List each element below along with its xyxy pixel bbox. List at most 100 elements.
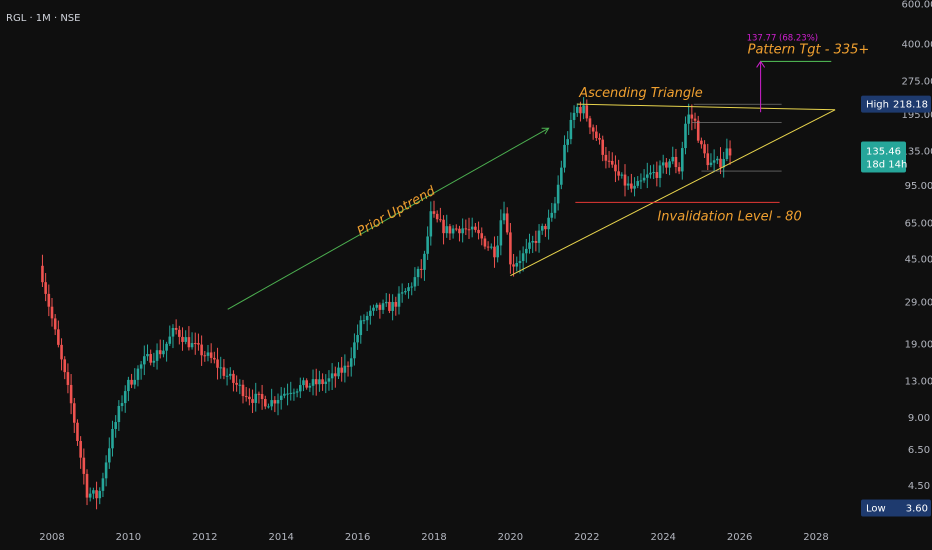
- candle-body: [267, 406, 270, 408]
- candle-body: [534, 240, 538, 243]
- candle-body: [235, 382, 238, 385]
- candle-body: [63, 359, 67, 373]
- candle-body: [400, 292, 404, 294]
- candle-body: [623, 174, 627, 186]
- candle-body: [197, 343, 200, 345]
- candle-body: [283, 393, 286, 396]
- y-tick-label: 9.00: [908, 413, 930, 424]
- y-tick-label: 95.00: [905, 181, 932, 192]
- candle-body: [263, 399, 267, 407]
- candle-body: [515, 263, 519, 267]
- candle-body: [655, 172, 659, 178]
- candle-body: [311, 379, 315, 386]
- candle-body: [152, 360, 156, 363]
- candle-body: [493, 246, 496, 258]
- candle-body: [502, 213, 506, 221]
- candle-body: [728, 148, 732, 156]
- candle-body: [470, 226, 474, 230]
- candle-body: [260, 394, 264, 400]
- candle-body: [299, 385, 302, 392]
- x-tick-label: 2026: [727, 532, 752, 543]
- candle-body: [496, 245, 499, 258]
- x-tick-label: 2024: [650, 532, 675, 543]
- candle-body: [394, 302, 398, 307]
- prior-uptrend-arrowhead: [541, 127, 550, 135]
- candle-body: [531, 240, 534, 243]
- candle-body: [146, 354, 149, 357]
- candle-body: [104, 462, 108, 479]
- candle-body: [610, 160, 614, 165]
- candle-body: [206, 352, 210, 356]
- x-tick-label: 2012: [192, 532, 217, 543]
- candle-body: [665, 162, 668, 168]
- candle-body: [474, 226, 477, 230]
- candle-body: [193, 343, 197, 345]
- candle-body: [607, 160, 611, 162]
- candle-body: [658, 165, 662, 178]
- candle-body: [85, 473, 89, 498]
- prior-uptrend-arrow: [227, 127, 549, 310]
- y-tick-label: 65.00: [905, 218, 932, 229]
- candle-body: [95, 490, 98, 499]
- candle-body: [120, 403, 124, 406]
- candle-body: [467, 229, 471, 231]
- candle-body: [318, 379, 321, 385]
- x-tick-label: 2022: [574, 532, 599, 543]
- candle-body: [588, 118, 592, 128]
- candle-body: [423, 253, 426, 270]
- candle-body: [289, 392, 293, 394]
- candle-body: [200, 344, 203, 356]
- candle-body: [101, 478, 105, 491]
- low-label: Low: [866, 504, 886, 515]
- candle-body: [645, 174, 649, 178]
- candle-body: [569, 119, 573, 140]
- y-tick-label: 13.00: [905, 377, 932, 388]
- candle-body: [712, 160, 716, 163]
- candle-body: [429, 211, 433, 237]
- candle-body: [139, 364, 143, 369]
- triangle-upper-line: [577, 103, 836, 111]
- candle-body: [439, 219, 442, 221]
- candle-body: [719, 158, 722, 168]
- candle-body: [690, 114, 694, 119]
- candle-body: [219, 367, 223, 369]
- candle-body: [324, 381, 328, 385]
- candle-body: [327, 378, 331, 382]
- candle-body: [273, 400, 277, 404]
- candle-body: [241, 384, 245, 397]
- candle-body: [276, 399, 280, 404]
- candle-body: [321, 379, 324, 385]
- candle-body: [454, 228, 458, 230]
- candle-body: [130, 379, 133, 385]
- x-tick-label: 2018: [421, 532, 446, 543]
- candle-body: [209, 352, 213, 358]
- y-tick-label: 195.00: [902, 110, 932, 121]
- candle-body: [388, 301, 391, 311]
- y-tick-label: 400.00: [902, 40, 932, 51]
- candle-body: [617, 171, 620, 176]
- candle-body: [572, 112, 576, 120]
- x-tick-label: 2028: [803, 532, 828, 543]
- candle-body: [353, 342, 356, 359]
- candle-body: [668, 161, 671, 168]
- candle-body: [184, 337, 187, 342]
- candle-body: [696, 120, 700, 141]
- candle-body: [149, 354, 152, 363]
- x-tick-label: 2008: [39, 532, 64, 543]
- invalidation-label: Invalidation Level - 80: [657, 209, 801, 224]
- candle-body: [168, 336, 172, 344]
- candle-body: [76, 422, 79, 442]
- candle-body: [649, 172, 652, 175]
- candle-body: [365, 315, 369, 321]
- candle-body: [305, 380, 308, 388]
- candle-body: [295, 391, 299, 393]
- low-price-value: 3.60: [906, 504, 928, 515]
- candle-body: [442, 219, 445, 234]
- candle-body: [448, 226, 452, 234]
- candle-body: [620, 174, 624, 176]
- candle-body: [114, 422, 117, 429]
- candle-body: [604, 154, 608, 161]
- candle-body: [486, 246, 490, 248]
